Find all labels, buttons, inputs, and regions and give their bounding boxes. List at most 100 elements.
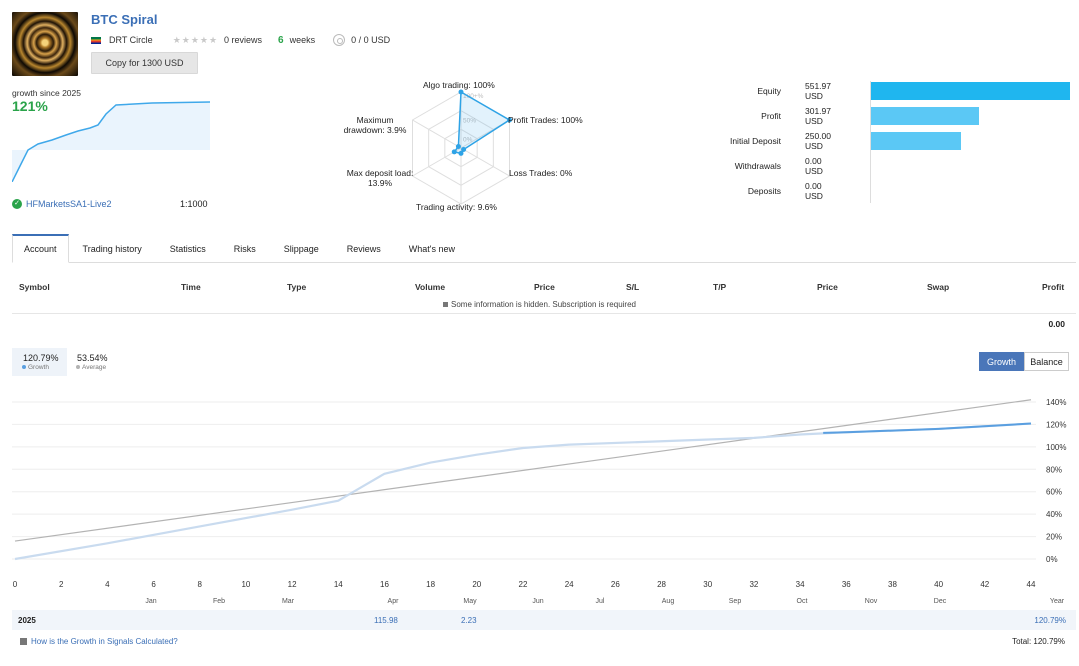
radar-ring-label: 0%: [463, 136, 473, 143]
year-summary-row: 2025 115.98 2.23 120.79%: [12, 610, 1076, 630]
growth-toggle-button[interactable]: Growth: [979, 352, 1024, 371]
column-header[interactable]: Time: [181, 282, 201, 292]
average-dot-icon: [76, 365, 80, 370]
radar-point[interactable]: [455, 144, 461, 149]
month-label: Jan: [145, 598, 156, 605]
subscribers-icon: [333, 34, 346, 46]
column-header[interactable]: Type: [287, 282, 307, 292]
signal-avatar: [12, 12, 78, 76]
x-tick-label: 28: [657, 580, 666, 589]
finance-bar: [870, 107, 980, 125]
finance-value: 551.97 USD: [805, 81, 831, 101]
total-profit: 0.00: [1048, 319, 1065, 329]
x-tick-label: 2: [59, 580, 64, 589]
weeks-label: weeks: [289, 35, 316, 45]
legend-growth[interactable]: 120.79% Growth: [12, 348, 67, 376]
finance-row: Initial Deposit 250.00 USD: [700, 131, 961, 151]
drawdown-line1: Maximum: [356, 115, 394, 125]
radar-ring-label: 50%: [463, 118, 476, 125]
x-tick-label: 38: [888, 580, 897, 589]
x-tick-label: 6: [151, 580, 156, 589]
tab-trading-history[interactable]: Trading history: [82, 243, 142, 254]
month-label: Apr: [388, 598, 400, 605]
weeks-count: 6: [278, 34, 284, 46]
radar-point[interactable]: [451, 149, 457, 155]
x-tick-label: 22: [519, 580, 528, 589]
broker-server[interactable]: ✓ HFMarketsSA1-Live2: [12, 199, 112, 209]
growth-calc-link[interactable]: How is the Growth in Signals Calculated?: [20, 637, 178, 646]
radar-label-algo: Algo trading: 100%: [423, 80, 495, 90]
finance-bar: [870, 132, 961, 150]
year-total-value: 120.79%: [1034, 616, 1066, 625]
tab-account[interactable]: Account: [12, 234, 69, 263]
reviews-count[interactable]: 0 reviews: [224, 35, 263, 45]
tab-statistics[interactable]: Statistics: [169, 243, 206, 254]
lock-icon: [443, 302, 448, 307]
signal-meta: DRT Circle ★★★★★ 0 reviews 6 weeks 0 / 0…: [91, 34, 390, 46]
month-label: Mar: [282, 598, 295, 605]
year-apr-value[interactable]: 115.98: [374, 616, 398, 625]
radar-label-loss: Loss Trades: 0%: [509, 168, 573, 178]
tab-reviews[interactable]: Reviews: [346, 243, 381, 254]
year-may-value[interactable]: 2.23: [461, 616, 477, 625]
tab-risks[interactable]: Risks: [233, 243, 256, 254]
deposit-load-line1: Max deposit load:: [346, 168, 414, 178]
month-label: Jun: [532, 598, 543, 605]
x-tick-label: 20: [472, 580, 481, 589]
month-label: Jul: [596, 598, 605, 605]
x-tick-label: 24: [565, 580, 574, 589]
growth-chart: 140%120%100%80%60%40%20%0%0 2 4 6 8 10 12 14 16 1…: [12, 398, 1066, 605]
legend-average-label: Average: [76, 364, 106, 371]
column-header[interactable]: Profit: [1042, 282, 1065, 292]
radar-point[interactable]: [461, 147, 467, 152]
tab-slippage[interactable]: Slippage: [283, 243, 319, 254]
signal-title[interactable]: BTC Spiral: [91, 12, 158, 27]
tab-bar: Account Trading history Statistics Risks Sli…: [12, 234, 1076, 263]
radar-label-deposit-load: Max deposit load: 13.9%: [340, 168, 420, 188]
copy-button[interactable]: Copy for 1300 USD: [91, 52, 198, 74]
column-header[interactable]: Price: [534, 282, 555, 292]
table-divider: [12, 313, 1076, 314]
x-tick-label: 12: [288, 580, 297, 589]
radar-spoke: [460, 147, 510, 177]
y-tick-label: 140%: [1046, 398, 1066, 407]
x-tick-label: 26: [611, 580, 620, 589]
legend-growth-value: 120.79%: [23, 353, 59, 363]
column-header[interactable]: Swap: [927, 282, 950, 292]
y-tick-label: 20%: [1046, 533, 1062, 542]
finance-row: Profit 301.97 USD: [700, 106, 980, 126]
radar-label-profit: Profit Trades: 100%: [508, 115, 583, 125]
column-header[interactable]: S/L: [626, 282, 640, 292]
radar-label-drawdown: Maximum drawdown: 3.9%: [332, 115, 418, 135]
finance-value: 250.00 USD: [805, 131, 831, 151]
drawdown-line2: drawdown: 3.9%: [343, 125, 407, 135]
balance-toggle-button[interactable]: Balance: [1024, 352, 1069, 371]
radar-point[interactable]: [458, 150, 464, 156]
x-tick-label: 0: [13, 580, 18, 589]
tab-what-s-new[interactable]: What's new: [408, 243, 456, 254]
broker-name[interactable]: HFMarketsSA1-Live2: [26, 199, 112, 209]
radar-ring-label: 100+%: [463, 93, 484, 100]
finance-value: 301.97 USD: [805, 106, 831, 126]
column-header[interactable]: Symbol: [19, 282, 50, 292]
x-tick-label: 30: [703, 580, 712, 589]
month-label: Oct: [797, 598, 808, 605]
radar-area: [452, 90, 511, 155]
subscribers-value: 0 / 0 USD: [351, 35, 391, 45]
column-header[interactable]: Price: [817, 282, 838, 292]
column-header[interactable]: Volume: [415, 282, 446, 292]
x-tick-label: 8: [198, 580, 203, 589]
finance-label: Initial Deposit: [729, 136, 781, 146]
y-tick-label: 120%: [1046, 420, 1066, 429]
month-label: Aug: [662, 598, 675, 605]
column-header[interactable]: T/P: [713, 282, 727, 292]
month-label: Dec: [934, 598, 947, 605]
x-tick-label: 36: [842, 580, 851, 589]
radar-point[interactable]: [458, 89, 464, 95]
finance-row: Withdrawals 0.00 USD: [700, 156, 823, 176]
radar-point[interactable]: [506, 117, 512, 123]
growth-calc-link-text[interactable]: How is the Growth in Signals Calculated?: [31, 637, 178, 646]
author-name[interactable]: DRT Circle: [109, 35, 153, 45]
month-label: May: [463, 598, 477, 605]
legend-average[interactable]: 53.54% Average: [70, 348, 125, 376]
